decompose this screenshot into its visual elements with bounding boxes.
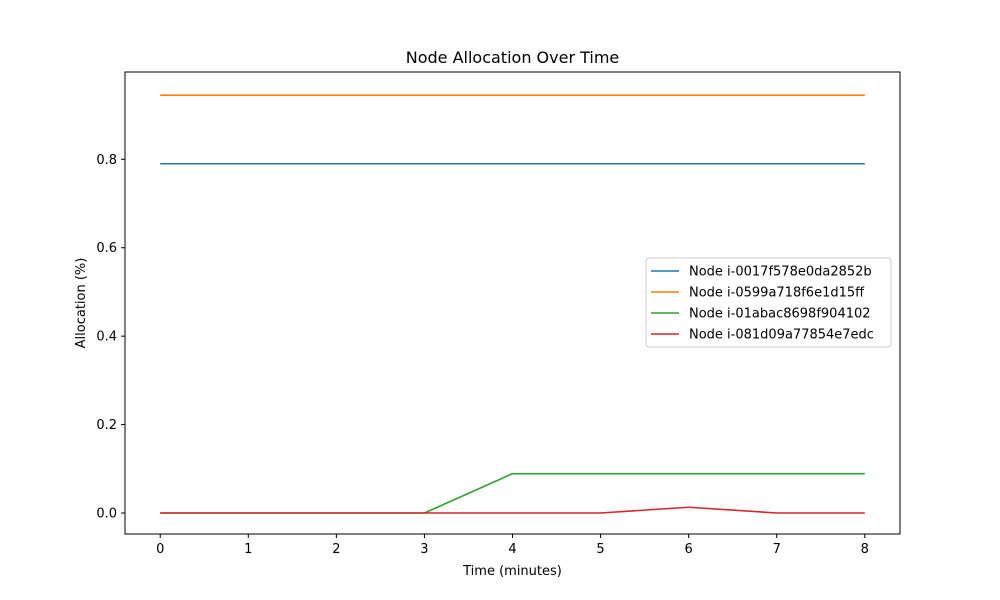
x-tick-label: 5	[596, 542, 604, 557]
plot-lines	[160, 94, 865, 514]
y-tick-label: 0.2	[96, 418, 117, 433]
legend: Node i-0017f578e0da2852b Node i-0599a718f…	[645, 257, 892, 348]
y-axis-ticks: 0.0 0.2 0.4 0.6 0.8	[96, 153, 125, 522]
x-tick-label: 1	[244, 542, 252, 557]
y-tick-label: 0.0	[96, 507, 117, 522]
x-tick-label: 3	[420, 542, 428, 557]
x-tick-label: 6	[684, 542, 692, 557]
legend-label-1: Node i-0017f578e0da2852b	[689, 265, 872, 280]
chart-title: Node Allocation Over Time	[406, 48, 620, 67]
series-line-3	[160, 472, 865, 514]
x-tick-label: 7	[773, 542, 781, 557]
x-axis-ticks: 0 1 2 3 4 5 6 7 8	[156, 534, 869, 557]
y-tick-label: 0.4	[96, 330, 117, 345]
x-tick-label: 0	[156, 542, 164, 557]
legend-label-4: Node i-081d09a77854e7edc	[689, 328, 874, 343]
x-tick-label: 8	[861, 542, 869, 557]
y-tick-label: 0.8	[96, 153, 117, 168]
y-tick-label: 0.6	[96, 241, 117, 256]
x-tick-label: 4	[508, 542, 516, 557]
legend-box	[645, 257, 892, 348]
series-line-4	[160, 506, 865, 514]
legend-label-3: Node i-01abac8698f904102	[689, 307, 871, 322]
legend-label-2: Node i-0599a718f6e1d15ff	[689, 286, 865, 301]
y-axis-label: Allocation (%)	[74, 258, 89, 349]
x-axis-label: Time (minutes)	[462, 564, 562, 579]
x-tick-label: 2	[332, 542, 340, 557]
